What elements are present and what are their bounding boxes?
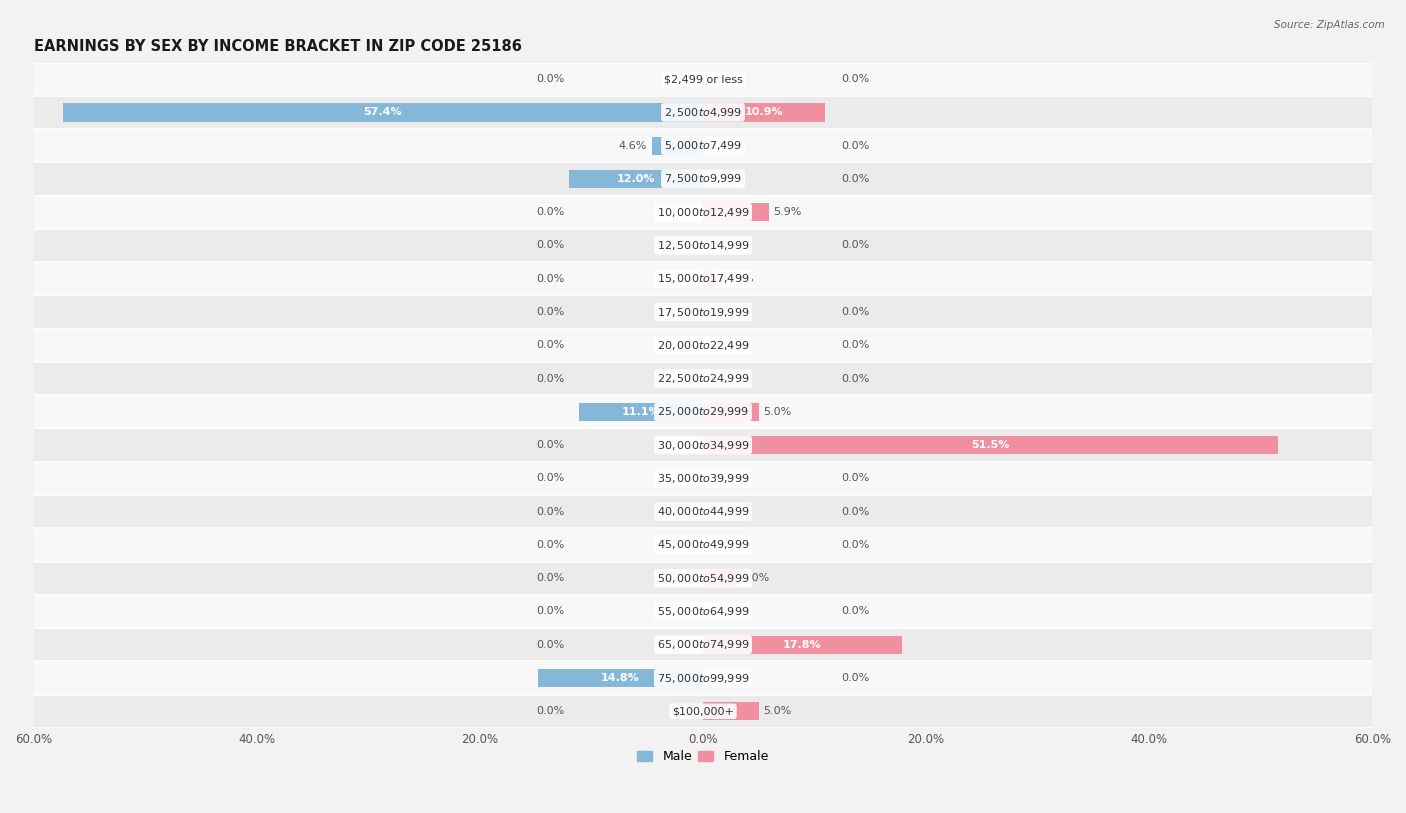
Bar [34, 595, 1372, 628]
Bar [703, 636, 901, 654]
Text: 0.0%: 0.0% [537, 74, 565, 84]
Bar [34, 462, 1372, 495]
Text: 0.0%: 0.0% [841, 74, 869, 84]
Text: 0.0%: 0.0% [537, 506, 565, 516]
Text: 0.0%: 0.0% [841, 540, 869, 550]
Bar [34, 495, 1372, 528]
Bar [34, 528, 1372, 562]
Text: 0.0%: 0.0% [537, 706, 565, 716]
Text: 0.0%: 0.0% [537, 274, 565, 284]
Bar [703, 569, 737, 587]
Text: $17,500 to $19,999: $17,500 to $19,999 [657, 306, 749, 319]
Text: $65,000 to $74,999: $65,000 to $74,999 [657, 638, 749, 651]
Text: 0.0%: 0.0% [841, 506, 869, 516]
Bar [703, 270, 714, 288]
Text: 51.5%: 51.5% [972, 440, 1010, 450]
Bar [34, 661, 1372, 694]
Text: 14.8%: 14.8% [600, 673, 640, 683]
Text: 0.0%: 0.0% [841, 141, 869, 150]
Bar [703, 103, 824, 122]
Text: 0.0%: 0.0% [537, 473, 565, 484]
Bar [63, 103, 703, 122]
Text: $2,500 to $4,999: $2,500 to $4,999 [664, 106, 742, 119]
Text: $12,500 to $14,999: $12,500 to $14,999 [657, 239, 749, 252]
Bar [34, 362, 1372, 395]
Text: 3.0%: 3.0% [741, 573, 769, 583]
Text: 0.0%: 0.0% [537, 341, 565, 350]
Text: 4.6%: 4.6% [619, 141, 647, 150]
Bar [34, 96, 1372, 129]
Text: 0.0%: 0.0% [537, 640, 565, 650]
Text: 0.99%: 0.99% [718, 274, 754, 284]
Bar [34, 628, 1372, 661]
Text: $2,499 or less: $2,499 or less [664, 74, 742, 84]
Bar [34, 562, 1372, 595]
Text: 0.0%: 0.0% [537, 540, 565, 550]
Text: 11.1%: 11.1% [621, 406, 661, 417]
Text: $45,000 to $49,999: $45,000 to $49,999 [657, 538, 749, 551]
Bar [34, 163, 1372, 196]
Bar [34, 196, 1372, 228]
Text: $20,000 to $22,499: $20,000 to $22,499 [657, 339, 749, 352]
Legend: Male, Female: Male, Female [633, 746, 773, 768]
Bar [538, 669, 703, 687]
Text: Source: ZipAtlas.com: Source: ZipAtlas.com [1274, 20, 1385, 30]
Text: $35,000 to $39,999: $35,000 to $39,999 [657, 472, 749, 485]
Text: 0.0%: 0.0% [537, 373, 565, 384]
Text: 0.0%: 0.0% [841, 341, 869, 350]
Text: 0.0%: 0.0% [841, 473, 869, 484]
Bar [34, 694, 1372, 728]
Text: $30,000 to $34,999: $30,000 to $34,999 [657, 438, 749, 451]
Bar [703, 702, 759, 720]
Text: 0.0%: 0.0% [537, 307, 565, 317]
Bar [651, 137, 703, 154]
Bar [579, 402, 703, 421]
Text: 10.9%: 10.9% [745, 107, 783, 117]
Text: $10,000 to $12,499: $10,000 to $12,499 [657, 206, 749, 219]
Text: 0.0%: 0.0% [841, 373, 869, 384]
Text: $50,000 to $54,999: $50,000 to $54,999 [657, 572, 749, 585]
Bar [703, 436, 1278, 454]
Bar [34, 295, 1372, 328]
Text: 0.0%: 0.0% [537, 207, 565, 217]
Text: 5.0%: 5.0% [763, 706, 792, 716]
Bar [34, 328, 1372, 362]
Bar [34, 129, 1372, 163]
Text: 0.0%: 0.0% [841, 673, 869, 683]
Text: $22,500 to $24,999: $22,500 to $24,999 [657, 372, 749, 385]
Text: 57.4%: 57.4% [364, 107, 402, 117]
Text: EARNINGS BY SEX BY INCOME BRACKET IN ZIP CODE 25186: EARNINGS BY SEX BY INCOME BRACKET IN ZIP… [34, 39, 522, 54]
Text: $100,000+: $100,000+ [672, 706, 734, 716]
Bar [34, 228, 1372, 262]
Text: 0.0%: 0.0% [537, 606, 565, 616]
Text: $75,000 to $99,999: $75,000 to $99,999 [657, 672, 749, 685]
Text: 0.0%: 0.0% [841, 174, 869, 184]
Bar [569, 170, 703, 188]
Text: 5.9%: 5.9% [773, 207, 801, 217]
Text: 12.0%: 12.0% [617, 174, 655, 184]
Text: 17.8%: 17.8% [783, 640, 821, 650]
Text: $40,000 to $44,999: $40,000 to $44,999 [657, 505, 749, 518]
Text: $15,000 to $17,499: $15,000 to $17,499 [657, 272, 749, 285]
Text: 0.0%: 0.0% [537, 241, 565, 250]
Bar [34, 63, 1372, 96]
Text: 0.0%: 0.0% [841, 307, 869, 317]
Text: 0.0%: 0.0% [841, 606, 869, 616]
Text: 0.0%: 0.0% [841, 241, 869, 250]
Bar [34, 262, 1372, 295]
Text: $55,000 to $64,999: $55,000 to $64,999 [657, 605, 749, 618]
Bar [703, 402, 759, 421]
Bar [703, 203, 769, 221]
Text: 0.0%: 0.0% [537, 573, 565, 583]
Text: 5.0%: 5.0% [763, 406, 792, 417]
Text: $7,500 to $9,999: $7,500 to $9,999 [664, 172, 742, 185]
Text: 0.0%: 0.0% [537, 440, 565, 450]
Bar [34, 395, 1372, 428]
Bar [34, 428, 1372, 462]
Text: $25,000 to $29,999: $25,000 to $29,999 [657, 406, 749, 419]
Text: $5,000 to $7,499: $5,000 to $7,499 [664, 139, 742, 152]
